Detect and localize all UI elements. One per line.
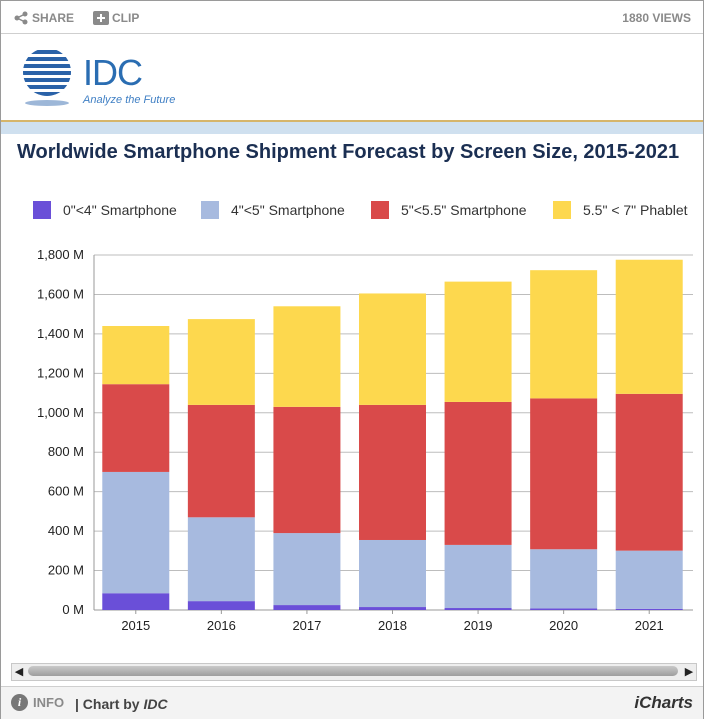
clip-button[interactable]: CLIP [93,10,139,26]
scroll-thumb[interactable] [28,666,678,676]
bar-segment [530,398,598,550]
legend-swatch-0 [33,201,51,219]
bar-segment [187,517,255,602]
y-tick-label: 1,600 M [37,286,84,301]
x-tick-label: 2015 [121,618,150,633]
legend-item-0[interactable]: 0"<4" Smartphone [33,201,177,219]
footer: i INFO | Chart by IDC iCharts [1,686,703,719]
x-tick-label: 2021 [635,618,664,633]
toolbar: SHARE CLIP 1880 VIEWS [1,1,703,34]
plus-icon [93,11,109,25]
bar-segment [444,281,512,402]
bar-segment [530,549,598,609]
legend-item-1[interactable]: 4"<5" Smartphone [201,201,345,219]
chart-by-prefix: | Chart by [75,696,144,712]
legend-item-3[interactable]: 5.5" < 7" Phablet [553,201,688,219]
clip-label: CLIP [112,11,140,25]
legend-label-1: 4"<5" Smartphone [231,202,345,218]
bar-segment [444,544,512,609]
legend-label-0: 0"<4" Smartphone [63,202,177,218]
bar-segment [187,601,255,610]
bar-segment [102,593,170,610]
bar-segment [273,306,341,407]
bar-segment [615,608,683,610]
x-tick-label: 2016 [207,618,236,633]
y-tick-label: 800 M [48,444,84,459]
y-tick-label: 400 M [48,523,84,538]
horizontal-scrollbar[interactable]: ◀ ▶ [11,663,697,681]
x-tick-label: 2017 [292,618,321,633]
legend: 0"<4" Smartphone 4"<5" Smartphone 5"<5.5… [1,201,703,225]
bar-segment [530,270,598,399]
logo-tagline: Analyze the Future [83,94,176,106]
share-icon [14,11,28,25]
y-tick-label: 1,200 M [37,365,84,380]
bar-segment [615,393,683,551]
bar-segment [102,326,170,385]
bar-segment [187,319,255,405]
legend-swatch-1 [201,201,219,219]
bar-segment [359,404,426,540]
logo-wordmark: IDC [83,52,143,93]
header-band [1,120,703,134]
bar-segment [530,608,598,610]
bar-segment [359,293,426,405]
bar-segment [102,384,170,472]
y-tick-label: 1,400 M [37,326,84,341]
info-icon: i [11,694,28,711]
legend-item-2[interactable]: 5"<5.5" Smartphone [371,201,527,219]
view-count: 1880 VIEWS [622,11,691,25]
bar-segment [359,607,426,610]
legend-label-3: 5.5" < 7" Phablet [583,202,688,218]
idc-logo: IDC Analyze the Future [19,48,189,108]
logo-area: IDC Analyze the Future [1,34,703,120]
scroll-right-icon[interactable]: ▶ [684,666,694,678]
bar-segment [102,471,170,594]
y-tick-label: 1,800 M [37,247,84,262]
x-tick-label: 2020 [549,618,578,633]
legend-swatch-3 [553,201,571,219]
x-tick-label: 2019 [464,618,493,633]
y-tick-label: 200 M [48,563,84,578]
chart-attribution: | Chart by IDC [75,696,168,712]
bar-segment [273,605,341,610]
bar-segment [359,539,426,608]
info-label: INFO [33,695,65,710]
y-tick-label: 600 M [48,484,84,499]
stacked-bar-chart: 0 M 200 M 400 M 600 M 800 M 1,000 M 1,200 M 1,4… [37,247,693,633]
globe-icon [23,48,71,106]
bar-segment [273,533,341,606]
bar-segment [444,608,512,610]
x-tick-label: 2018 [378,618,407,633]
y-tick-label: 0 M [62,602,84,617]
chart-source: IDC [143,696,168,712]
icharts-logo[interactable]: iCharts [634,693,693,712]
bar-segment [187,404,255,518]
bar-segment [615,550,683,609]
bar-segment [273,406,341,534]
legend-swatch-2 [371,201,389,219]
chart-title: Worldwide Smartphone Shipment Forecast b… [17,141,680,163]
bar-segment [615,259,683,394]
scroll-left-icon[interactable]: ◀ [14,666,24,678]
bar-segment [444,401,512,545]
share-label: SHARE [32,11,75,25]
legend-label-2: 5"<5.5" Smartphone [401,202,527,218]
info-button[interactable]: i INFO [11,694,64,711]
y-tick-label: 1,000 M [37,405,84,420]
share-button[interactable]: SHARE [13,10,74,26]
